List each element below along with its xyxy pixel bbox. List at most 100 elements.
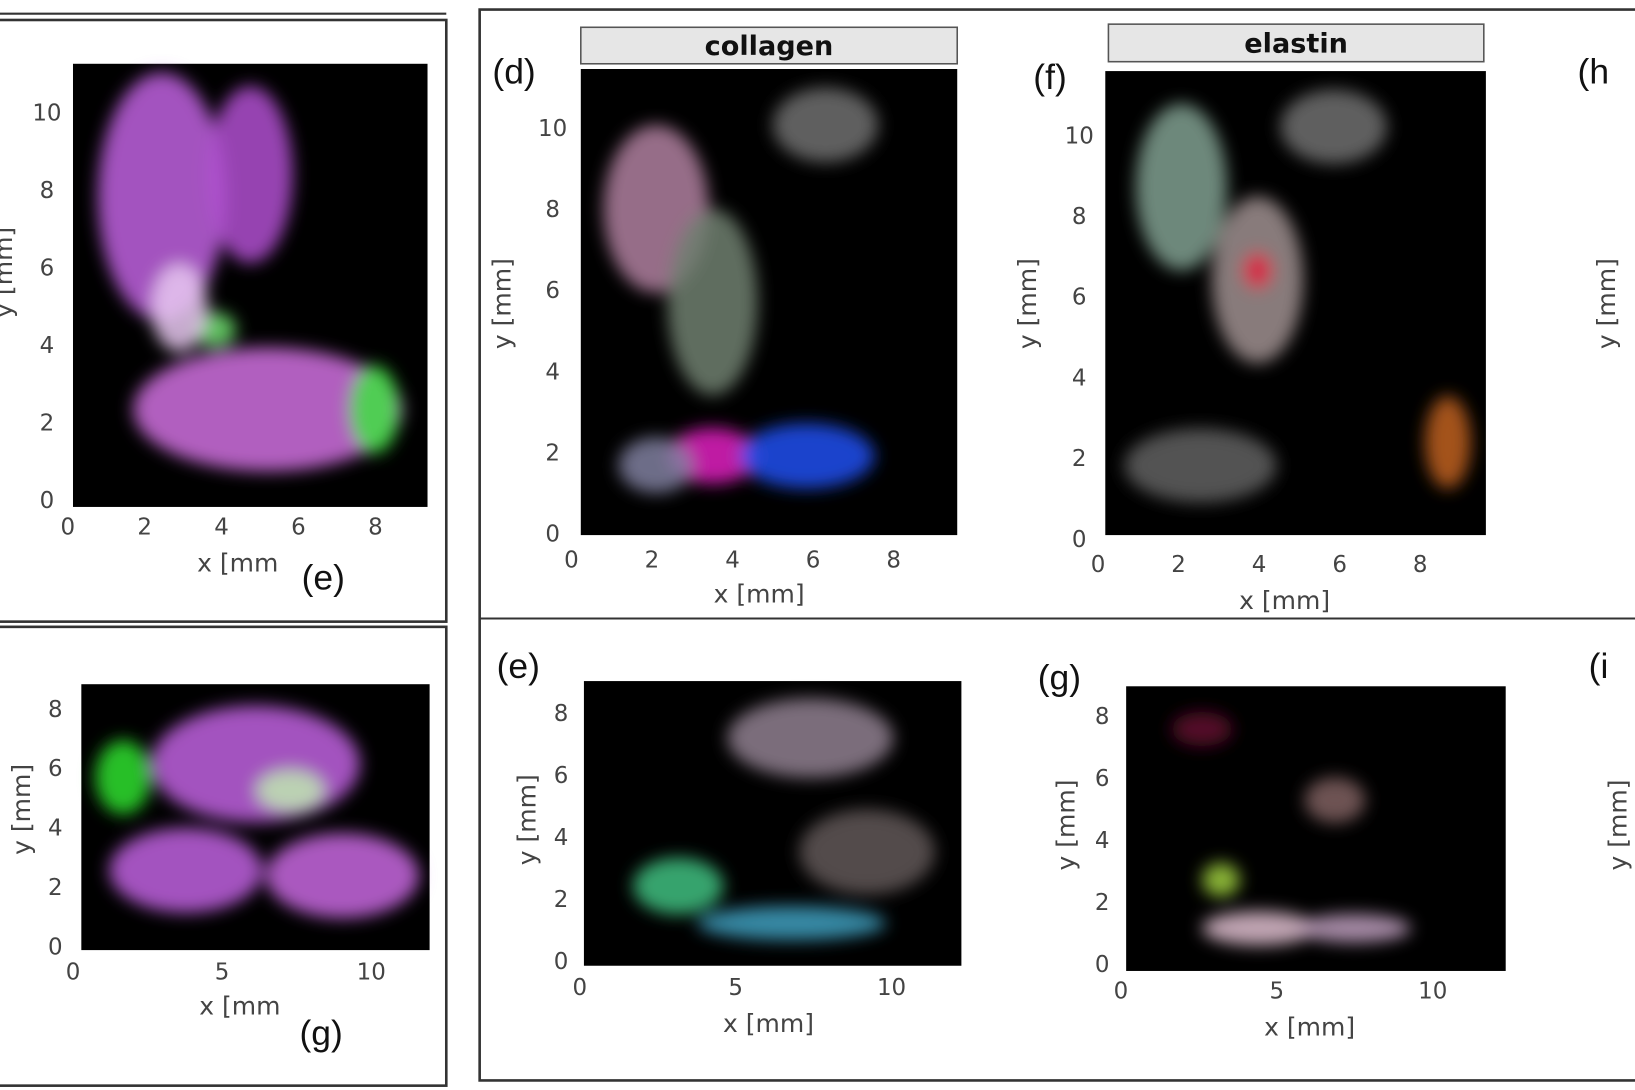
tissue <box>1304 777 1366 823</box>
x-tick-label: 6 <box>1332 552 1347 578</box>
y-axis-label: y [mm] <box>513 774 542 865</box>
y-tick-label: 4 <box>554 825 569 851</box>
tissue <box>349 365 400 454</box>
x-tick-label: 2 <box>1171 552 1186 578</box>
y-tick-label: 0 <box>1095 952 1110 978</box>
tissue <box>1124 428 1277 503</box>
tissue <box>618 437 694 494</box>
tissue <box>1242 252 1273 290</box>
tissue <box>667 208 758 396</box>
panels: 0 2 4 6 8 10 0 2 4 6 8 x [mm y [mm] (e) 0 2 4 6 8 0 5 10 x [mm… <box>0 23 1632 1053</box>
image-content <box>632 698 935 941</box>
y-tick-label: 8 <box>545 197 560 223</box>
x-tick-label: 0 <box>564 548 579 574</box>
x-tick-label: 8 <box>1413 552 1428 578</box>
y-tick-label: 10 <box>32 100 61 126</box>
y-tick-label: 4 <box>545 359 560 385</box>
x-tick-label: 0 <box>1091 552 1106 578</box>
x-tick-label: 4 <box>214 514 229 540</box>
tissue <box>697 905 886 941</box>
y-tick-label: 10 <box>538 116 567 142</box>
tissue <box>95 740 151 815</box>
tissue <box>1296 914 1411 943</box>
x-tick-label: 4 <box>1252 552 1267 578</box>
y-axis-label: y [mm] <box>1013 258 1042 349</box>
x-axis-label: x [mm] <box>1239 586 1330 615</box>
x-tick-label: 5 <box>728 975 743 1001</box>
panel-letter: (i <box>1589 646 1609 686</box>
panel-frame <box>0 18 448 623</box>
tissue <box>1202 911 1316 946</box>
x-tick-label: 5 <box>215 960 230 986</box>
y-axis-label: y [mm] <box>1592 258 1621 349</box>
y-tick-label: 2 <box>554 887 569 913</box>
tissue <box>632 857 724 915</box>
y-tick-label: 0 <box>554 949 569 975</box>
y-tick-label: 0 <box>1072 527 1087 553</box>
image-content <box>1124 89 1471 503</box>
tissue <box>265 833 420 919</box>
x-tick-label: 0 <box>1114 978 1129 1004</box>
x-axis-label: x [mm <box>199 991 280 1020</box>
x-axis-label: x [mm] <box>1264 1012 1355 1041</box>
y-tick-label: 6 <box>48 756 63 782</box>
panel-title: elastin <box>1244 29 1348 60</box>
y-tick-label: 4 <box>48 816 63 842</box>
x-axis-label: x [mm] <box>714 580 805 609</box>
y-tick-label: 8 <box>1072 204 1087 230</box>
x-tick-label: 2 <box>137 514 152 540</box>
panel-letter: (e) <box>302 557 345 597</box>
y-tick-label: 6 <box>40 255 55 281</box>
y-tick-label: 0 <box>40 488 55 514</box>
x-tick-label: 0 <box>60 514 75 540</box>
x-tick-label: 0 <box>572 975 587 1001</box>
y-tick-label: 6 <box>545 278 560 304</box>
y-tick-label: 8 <box>1095 704 1110 730</box>
tissue <box>150 705 360 823</box>
x-tick-label: 8 <box>368 514 383 540</box>
panel-letter: (f) <box>1033 57 1066 97</box>
panel-letter: (h <box>1578 52 1610 92</box>
y-axis-label: y [mm] <box>1052 779 1081 870</box>
x-tick-label: 8 <box>886 548 901 574</box>
tissue <box>1135 103 1228 271</box>
tissue <box>255 769 326 812</box>
tissue <box>1202 862 1241 897</box>
y-tick-label: 2 <box>1072 446 1087 472</box>
y-tick-label: 8 <box>554 701 569 727</box>
x-tick-label: 10 <box>357 960 386 986</box>
tissue <box>1424 395 1471 489</box>
y-tick-label: 4 <box>1095 828 1110 854</box>
panel-letter: (g) <box>1038 657 1081 697</box>
tissue <box>727 698 894 778</box>
y-tick-label: 4 <box>1072 365 1087 391</box>
y-axis-label: y [mm] <box>1603 779 1632 870</box>
title-box <box>1107 23 1485 63</box>
y-axis-label: y [mm] <box>7 764 36 855</box>
x-tick-label: 6 <box>291 514 306 540</box>
y-tick-label: 2 <box>1095 890 1110 916</box>
y-tick-label: 0 <box>48 935 63 961</box>
y-tick-label: 2 <box>545 440 560 466</box>
image-content <box>603 87 879 494</box>
x-tick-label: 10 <box>877 975 906 1001</box>
y-tick-label: 8 <box>48 697 63 723</box>
x-axis-label: x [mm] <box>723 1009 814 1038</box>
tissue <box>207 85 293 264</box>
y-tick-label: 6 <box>1095 766 1110 792</box>
panel-letter: (e) <box>497 646 540 686</box>
y-tick-label: 2 <box>48 875 63 901</box>
x-tick-label: 2 <box>645 548 660 574</box>
panel-letter: (d) <box>492 52 535 92</box>
tissue <box>738 423 875 489</box>
y-tick-label: 4 <box>40 333 55 359</box>
y-axis-label: y [mm] <box>488 258 517 349</box>
y-tick-label: 0 <box>545 522 560 548</box>
tissue <box>133 347 403 472</box>
tissue <box>1171 711 1233 747</box>
y-tick-label: 8 <box>40 178 55 204</box>
title-box <box>580 26 959 65</box>
tissue <box>1280 89 1387 164</box>
image-content <box>97 72 403 472</box>
